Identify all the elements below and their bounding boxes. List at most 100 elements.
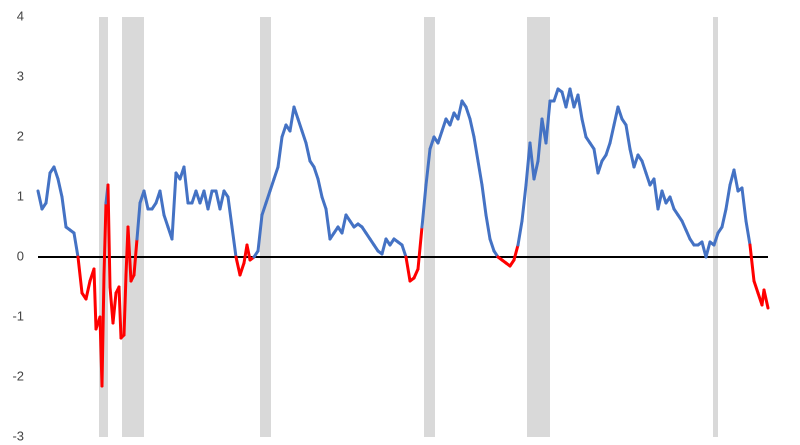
line-segment — [480, 183, 488, 217]
line-segment — [472, 135, 480, 163]
line-segment — [280, 123, 288, 139]
line-segment — [380, 237, 388, 256]
line-segment — [532, 159, 540, 181]
line-segment — [264, 189, 272, 205]
line-segment — [748, 243, 756, 283]
line-segment — [624, 123, 632, 151]
line-segment — [340, 213, 348, 235]
recession-band — [527, 17, 550, 437]
line-segment — [516, 219, 524, 247]
line-segment — [416, 225, 424, 271]
line-segment — [488, 237, 496, 253]
line-segment — [604, 141, 612, 157]
y-tick-label: -3 — [12, 428, 24, 443]
line-segment — [404, 255, 412, 283]
line-segment — [276, 135, 284, 169]
y-tick-label: 2 — [17, 128, 24, 143]
line-segment — [552, 87, 560, 103]
line-segment — [612, 105, 620, 127]
line-segment — [752, 279, 760, 295]
line-segment — [684, 228, 692, 241]
line-segment — [111, 291, 118, 325]
line-segment — [576, 93, 584, 121]
line-segment — [182, 165, 190, 205]
line-segment — [162, 213, 170, 229]
y-tick-label: 4 — [17, 8, 24, 23]
line-segment — [126, 225, 133, 283]
y-tick-label: -1 — [12, 308, 24, 323]
line-segment — [36, 189, 44, 211]
line-segment — [528, 141, 536, 181]
line-segment — [60, 195, 68, 229]
line-segment — [712, 231, 720, 247]
line-segment — [142, 189, 150, 211]
line-segment — [268, 177, 276, 193]
line-segment — [84, 279, 92, 301]
line-segment — [464, 105, 472, 121]
line-segment — [424, 147, 432, 187]
line-segment — [608, 123, 616, 145]
line-segment — [468, 117, 476, 139]
line-segment — [520, 183, 528, 223]
line-segment — [412, 267, 420, 280]
line-segment — [656, 189, 664, 211]
line-segment — [230, 225, 238, 259]
line-segment — [218, 189, 226, 211]
line-segment — [102, 201, 108, 277]
line-segment — [260, 201, 268, 217]
line-segment — [245, 243, 252, 262]
recession-band — [260, 17, 271, 437]
line-segment — [158, 189, 166, 217]
line-segment — [580, 117, 588, 139]
line-segment — [652, 177, 660, 211]
line-segment — [296, 117, 304, 133]
line-segment — [135, 201, 142, 241]
line-segment — [596, 159, 604, 175]
line-segment — [440, 117, 448, 133]
line-segment — [170, 171, 178, 241]
line-segment — [592, 147, 600, 175]
line-segment — [117, 285, 123, 340]
line-segment — [640, 159, 648, 175]
line-segment — [56, 177, 64, 199]
line-segment — [320, 195, 328, 211]
line-segment — [536, 117, 544, 163]
line-segment — [484, 213, 492, 241]
line-segment — [724, 183, 732, 211]
recession-band — [424, 17, 435, 437]
line-segment — [106, 183, 112, 289]
line-segment — [312, 165, 320, 181]
line-segment — [256, 213, 264, 253]
line-segment — [632, 153, 640, 169]
y-tick-label: 0 — [17, 248, 24, 263]
line-segment — [52, 165, 60, 181]
recession-band — [99, 17, 108, 437]
recession-band — [122, 17, 144, 437]
line-segment — [300, 129, 308, 145]
line-segment — [628, 147, 636, 169]
line-segment — [304, 141, 312, 163]
line-segment — [428, 135, 436, 151]
line-segment — [122, 273, 128, 337]
line-segment — [644, 171, 652, 187]
line-segment — [238, 261, 246, 277]
y-tick-label: 3 — [17, 68, 24, 83]
line-segment — [100, 273, 106, 388]
line-segment — [704, 240, 712, 259]
line-segment — [400, 243, 408, 259]
y-tick-label: 1 — [17, 188, 24, 203]
line-segment — [456, 99, 464, 121]
line-segment — [762, 288, 770, 310]
line-segment — [616, 105, 624, 121]
line-segment — [76, 255, 84, 295]
line-segment — [316, 177, 324, 199]
y-tick-label: -2 — [12, 368, 24, 383]
line-segment — [512, 243, 520, 262]
line-segment — [132, 237, 139, 277]
line-segment — [292, 105, 300, 121]
line-segment — [680, 219, 688, 232]
line-segment — [420, 183, 428, 229]
line-segment — [288, 105, 296, 133]
line-segment — [476, 159, 484, 187]
